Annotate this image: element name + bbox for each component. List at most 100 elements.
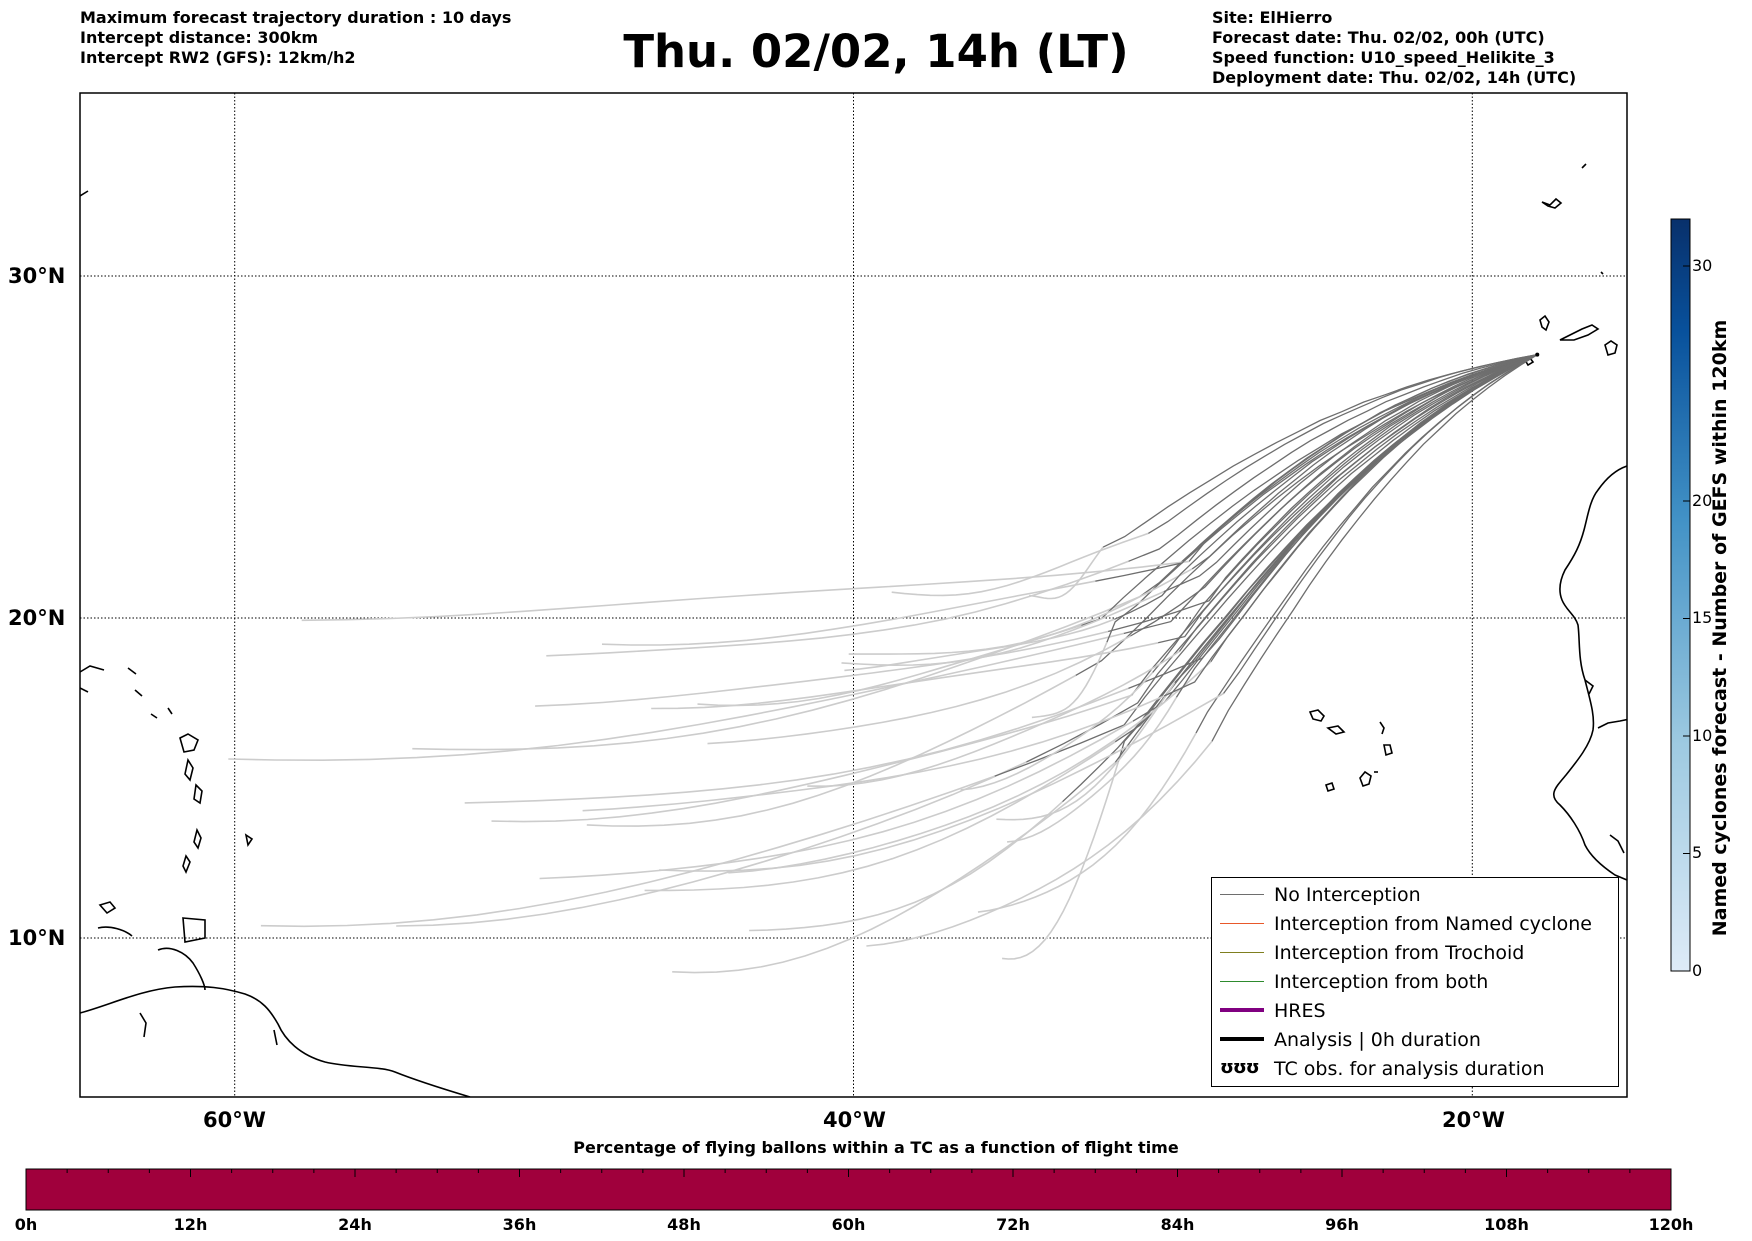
time-tick-label: 48h xyxy=(667,1215,701,1234)
legend-item-hres: HRES xyxy=(1212,996,1618,1025)
trajectory-older xyxy=(749,801,1064,932)
time-tick-label: 36h xyxy=(502,1215,537,1234)
trajectory-older xyxy=(260,775,995,928)
lat-label-10n: 10°N xyxy=(8,926,66,950)
intercept-distance-text: Intercept distance: 300km xyxy=(80,28,319,47)
tc-obs-icon: ʊʊʊ xyxy=(1220,1057,1260,1078)
colorbar-horizontal-title: Percentage of flying ballons within a TC… xyxy=(573,1138,1179,1157)
time-tick-label: 72h xyxy=(996,1215,1030,1234)
legend-label: TC obs. for analysis duration xyxy=(1274,1057,1545,1080)
trajectory-older xyxy=(396,761,1027,927)
trajectory-older xyxy=(1002,761,1120,960)
time-tick-label: 84h xyxy=(1160,1215,1195,1234)
page-title: Thu. 02/02, 14h (LT) xyxy=(623,25,1129,78)
trajectory-older xyxy=(644,741,1116,892)
colorbar-vertical-title: Named cyclones forecast - Number of GEFS… xyxy=(1709,319,1731,937)
legend-swatch xyxy=(1220,923,1264,924)
legend-label: Interception from Named cyclone xyxy=(1274,912,1592,935)
trajectory-older xyxy=(228,632,1124,762)
trajectory-older xyxy=(977,732,1197,913)
trajectory-recent xyxy=(1123,354,1538,635)
legend-item-tc-obs: ʊʊʊ TC obs. for analysis duration xyxy=(1212,1054,1618,1083)
legend-label: Interception from Trochoid xyxy=(1274,941,1525,964)
colorbar-horizontal xyxy=(25,1168,1672,1211)
time-tick-label: 12h xyxy=(173,1215,208,1234)
legend-label: Interception from both xyxy=(1274,970,1489,993)
forecast-date-text: Forecast date: Thu. 02/02, 00h (UTC) xyxy=(1212,28,1545,47)
trajectory-older xyxy=(582,695,1165,812)
colorbar-tick-label: 30 xyxy=(1692,256,1713,275)
colorbar-tick-label: 5 xyxy=(1692,843,1703,862)
max-duration-text: Maximum forecast trajectory duration : 1… xyxy=(80,8,512,27)
map-frame xyxy=(79,92,1628,1098)
time-tick-label: 60h xyxy=(831,1215,866,1234)
launch-site-marker xyxy=(1535,352,1540,357)
legend-swatch xyxy=(1220,952,1264,953)
trajectory-recent xyxy=(1188,354,1538,562)
trajectory-older xyxy=(464,687,1129,804)
legend-item-analysis: Analysis | 0h duration xyxy=(1212,1025,1618,1054)
colorbar-tick-label: 15 xyxy=(1692,608,1713,627)
trajectories xyxy=(228,354,1538,974)
colorbar-tick-label: 20 xyxy=(1692,491,1713,510)
legend-swatch xyxy=(1220,981,1264,982)
trajectory-older xyxy=(1031,641,1108,719)
colorbar-vertical xyxy=(1670,218,1691,972)
intercept-rw2-text: Intercept RW2 (GFS): 12km/h2 xyxy=(80,48,356,67)
speed-function-text: Speed function: U10_speed_Helikite_3 xyxy=(1212,48,1555,67)
time-tick-label: 24h xyxy=(338,1215,372,1234)
legend-label: Analysis | 0h duration xyxy=(1274,1028,1481,1051)
trajectory-older xyxy=(586,674,1077,827)
lon-label-20w: 20°W xyxy=(1442,1108,1505,1132)
trajectory-older xyxy=(301,560,1190,622)
time-tick-label: 108h xyxy=(1484,1215,1529,1234)
trajectory-older xyxy=(866,740,1213,947)
trajectory-older xyxy=(1028,546,1104,600)
trajectory-recent xyxy=(1095,354,1538,582)
trajectory-recent xyxy=(1114,354,1538,620)
legend-item-named-cyclone: Interception from Named cyclone xyxy=(1212,909,1618,938)
launch-site-dot xyxy=(1535,352,1540,357)
colorbar-tick-label: 10 xyxy=(1692,726,1713,745)
trajectory-recent xyxy=(1163,354,1538,697)
legend-label: No Interception xyxy=(1274,883,1421,906)
trajectory-older xyxy=(807,650,1180,788)
legend-item-both: Interception from both xyxy=(1212,967,1618,996)
deployment-date-text: Deployment date: Thu. 02/02, 14h (UTC) xyxy=(1212,68,1577,87)
time-tick-label: 96h xyxy=(1325,1215,1359,1234)
trajectory-recent xyxy=(1132,354,1538,722)
trajectory-recent xyxy=(1211,354,1538,742)
trajectory-recent xyxy=(1114,354,1538,743)
trajectory-older xyxy=(728,661,1212,874)
trajectory-recent xyxy=(1222,354,1538,694)
site-text: Site: ElHierro xyxy=(1212,8,1333,27)
trajectory-older xyxy=(1007,696,1178,843)
header-right-info: Site: ElHierro Forecast date: Thu. 02/02… xyxy=(1212,8,1576,88)
lon-label-40w: 40°W xyxy=(823,1108,886,1132)
legend-swatch xyxy=(1220,1008,1264,1012)
trajectory-older xyxy=(996,682,1176,821)
trajectory-recent xyxy=(1157,354,1538,644)
trajectory-recent xyxy=(1178,354,1538,652)
trajectory-recent xyxy=(1128,354,1538,690)
trajectory-older xyxy=(891,532,1149,597)
trajectory-recent xyxy=(1107,354,1538,633)
legend-swatch xyxy=(1220,894,1264,895)
trajectory-older xyxy=(707,635,1131,745)
trajectory-older xyxy=(960,671,1154,791)
trajectory-older xyxy=(601,580,1096,646)
trajectory-recent xyxy=(1026,354,1538,763)
coastlines xyxy=(80,163,1627,1097)
header-left-info: Maximum forecast trajectory duration : 1… xyxy=(80,8,511,68)
trajectory-recent xyxy=(1175,354,1538,698)
trajectory-recent xyxy=(1131,354,1538,696)
trajectory-older xyxy=(491,694,1132,823)
trajectory-older xyxy=(539,720,1134,880)
trajectory-older xyxy=(841,590,1165,667)
legend-item-trochoid: Interception from Trochoid xyxy=(1212,938,1618,967)
trajectory-recent xyxy=(1130,354,1538,637)
trajectory-older xyxy=(848,568,1193,655)
lat-label-20n: 20°N xyxy=(8,606,66,630)
time-tick-label: 0h xyxy=(14,1215,38,1234)
